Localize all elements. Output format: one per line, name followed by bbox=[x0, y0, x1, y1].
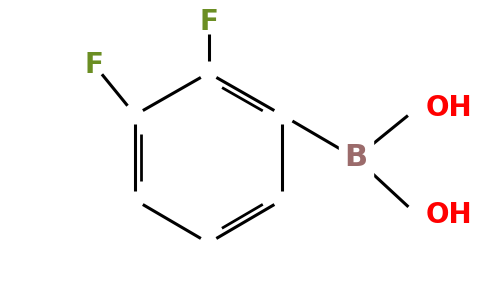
Text: OH: OH bbox=[425, 201, 472, 229]
Text: F: F bbox=[199, 8, 218, 36]
Text: B: B bbox=[344, 143, 367, 172]
Text: OH: OH bbox=[425, 94, 472, 122]
Text: F: F bbox=[85, 51, 104, 79]
